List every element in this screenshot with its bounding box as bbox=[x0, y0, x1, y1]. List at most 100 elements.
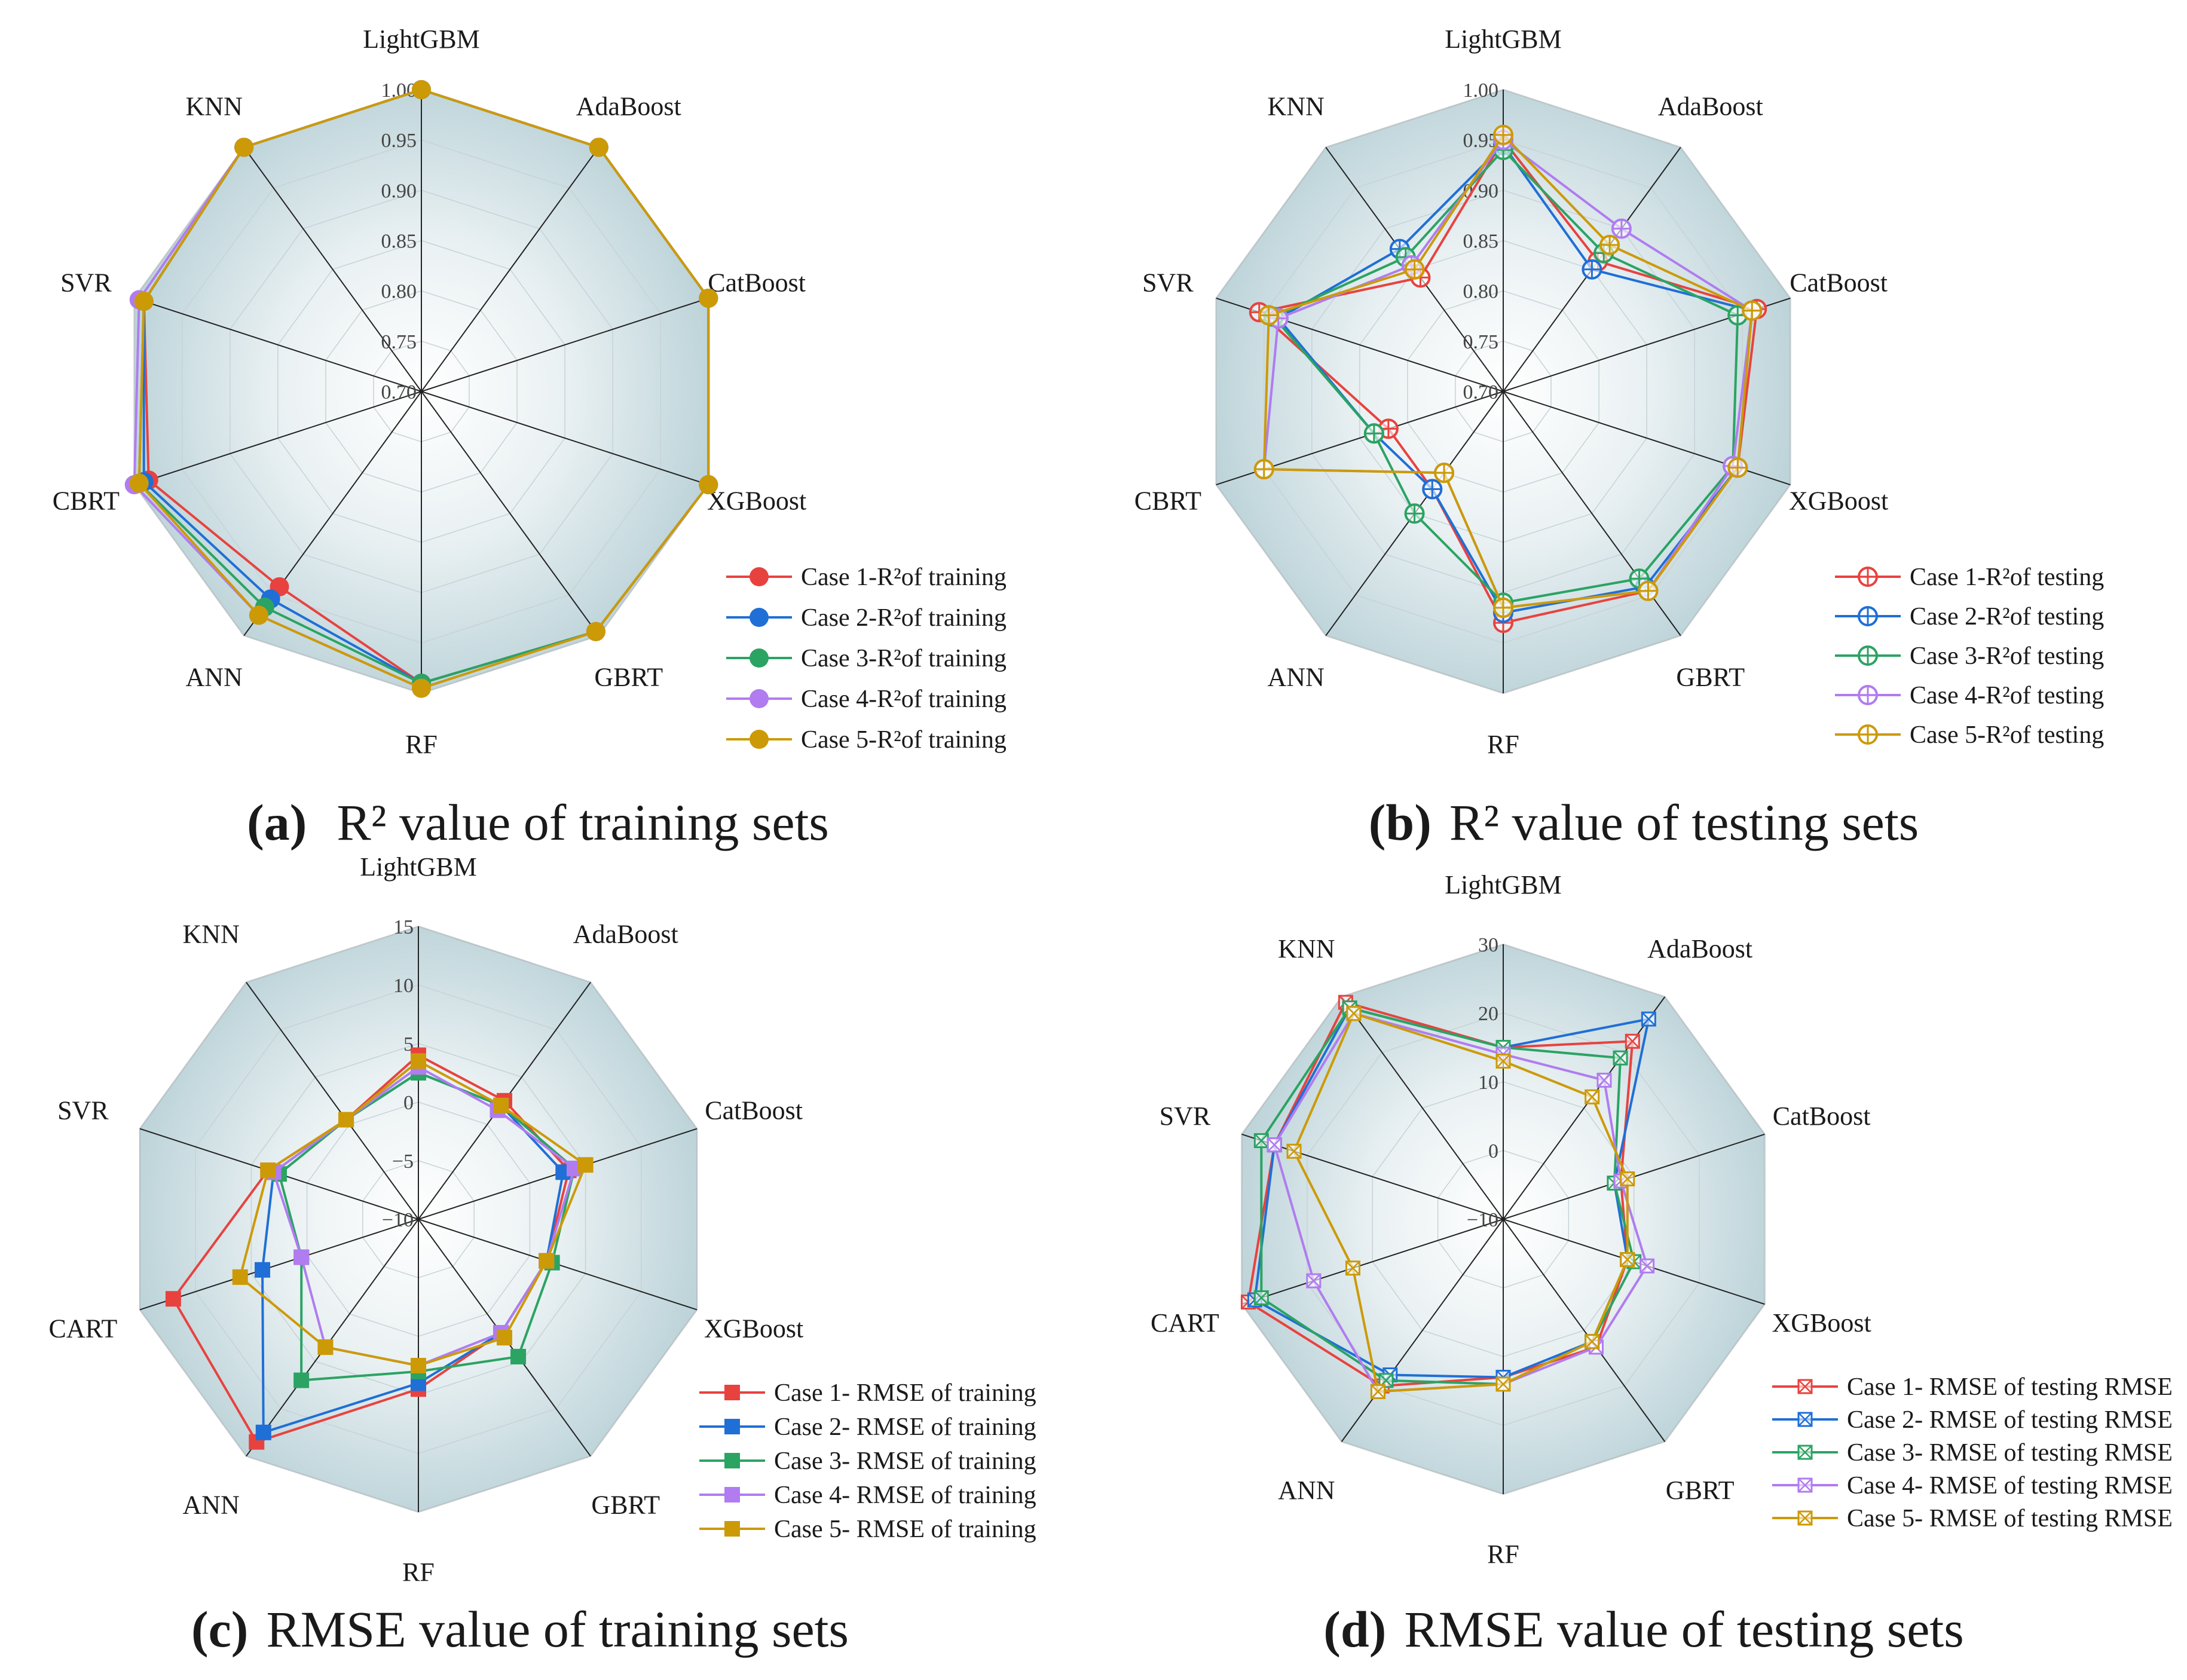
legend-marker bbox=[724, 1453, 740, 1468]
data-point bbox=[412, 80, 431, 99]
legend-item-case-5: Case 5- RMSE of training bbox=[699, 1516, 1036, 1543]
axis-label-catboost: CatBoost bbox=[708, 268, 806, 298]
data-point bbox=[1363, 423, 1384, 444]
data-point bbox=[510, 1348, 527, 1364]
data-point bbox=[1286, 1143, 1302, 1159]
spoke-a-9 bbox=[243, 146, 422, 392]
legend-label: Case 5- RMSE of testing RMSE bbox=[1847, 1505, 2173, 1532]
axis-label-adaboost: AdaBoost bbox=[573, 920, 678, 949]
legend-item-case-1: Case 1- RMSE of training bbox=[699, 1379, 1036, 1407]
axis-label-xgboost: XGBoost bbox=[704, 1314, 803, 1343]
axis-label-ann: ANN bbox=[186, 662, 243, 691]
tick-label: 0.75 bbox=[381, 331, 417, 353]
tick-label: 1.00 bbox=[381, 79, 417, 102]
data-point bbox=[338, 1112, 354, 1128]
caption-text-d: RMSE value of testing sets bbox=[1404, 1601, 1963, 1658]
spoke-a-4 bbox=[421, 391, 599, 636]
data-point bbox=[411, 1053, 426, 1069]
radar-plot-a: 0.70 0.75 0.80 0.85 0.90 0.95 1.00 LightGBM AdaB… bbox=[53, 25, 807, 759]
legend-marker bbox=[724, 1419, 740, 1434]
spoke-a-7 bbox=[134, 391, 422, 486]
caption-a: (a) R² value of training sets bbox=[247, 794, 829, 851]
radar-panel-b: 0.700.750.800.850.900.951.00LightGBMAdaB… bbox=[1134, 25, 2104, 851]
axis-label-gbrt: GBRT bbox=[594, 662, 663, 691]
legend-item-case-1: Case 1- RMSE of testing RMSE bbox=[1772, 1373, 2173, 1401]
legend-marker bbox=[750, 608, 769, 627]
data-point bbox=[1596, 1072, 1612, 1088]
axis-label-ann: ANN bbox=[1278, 1476, 1335, 1505]
legend-item-case-4: Case 4-R²of testing bbox=[1835, 682, 2104, 709]
data-point bbox=[1620, 1252, 1635, 1268]
data-point bbox=[493, 1097, 509, 1113]
caption-b: (b) R² value of testing sets bbox=[1369, 794, 1919, 851]
data-point bbox=[1641, 1011, 1656, 1027]
spoke-a-1 bbox=[421, 146, 599, 392]
legend-item-case-2: Case 2- RMSE of testing RMSE bbox=[1772, 1406, 2173, 1434]
series-c-case-5 bbox=[232, 1053, 594, 1373]
data-point bbox=[1625, 1033, 1640, 1049]
axis-label-knn: KNN bbox=[183, 920, 240, 949]
axis-label-rf: RF bbox=[405, 730, 438, 759]
axis-label-cbrt: CBRT bbox=[53, 486, 120, 515]
legend-marker bbox=[1858, 645, 1878, 666]
data-point bbox=[1404, 503, 1425, 524]
caption-text-c: RMSE value of training sets bbox=[266, 1601, 849, 1658]
legend-label: Case 3-R²of training bbox=[801, 645, 1007, 672]
axis-label-gbrt: GBRT bbox=[1676, 662, 1745, 691]
data-point bbox=[1640, 1258, 1655, 1274]
legend-marker bbox=[1858, 685, 1878, 705]
data-point bbox=[577, 1157, 594, 1173]
radar-panel-a: 0.70 0.75 0.80 0.85 0.90 0.95 1.00 LightGBM AdaB… bbox=[53, 25, 1007, 851]
legend-label: Case 4-R²of testing bbox=[1910, 682, 2104, 709]
axis-label-catboost: CatBoost bbox=[1790, 268, 1888, 298]
legend-label: Case 5- RMSE of training bbox=[774, 1516, 1036, 1543]
axis-label-xgboost: XGBoost bbox=[707, 486, 806, 515]
data-point bbox=[1493, 597, 1513, 618]
data-point bbox=[539, 1253, 555, 1269]
legend-label: Case 4- RMSE of training bbox=[774, 1482, 1036, 1509]
axis-label-svr: SVR bbox=[60, 268, 112, 298]
legend-item-case-5: Case 5-R²of training bbox=[726, 726, 1007, 754]
legend-marker bbox=[750, 730, 769, 749]
tick-label: −10 bbox=[382, 1209, 414, 1231]
axis-label-lightgbm: LightGBM bbox=[363, 25, 480, 54]
radar-panel-d: −10 0 10 20 30 LightGBM AdaBoost CatBoost XGBoos… bbox=[1151, 870, 2173, 1658]
legend-marker bbox=[750, 567, 769, 586]
legend-marker bbox=[1797, 1379, 1813, 1394]
data-point bbox=[1267, 1137, 1282, 1153]
legend-label: Case 2- RMSE of testing RMSE bbox=[1847, 1406, 2173, 1434]
axis-label-catboost: CatBoost bbox=[705, 1096, 803, 1125]
legend-item-case-2: Case 2-R²of testing bbox=[1835, 603, 2104, 631]
legend-label: Case 3- RMSE of testing RMSE bbox=[1847, 1439, 2173, 1467]
legend-label: Case 4-R²of training bbox=[801, 686, 1007, 713]
legend-marker bbox=[1797, 1477, 1813, 1493]
data-point bbox=[293, 1372, 310, 1388]
data-point bbox=[1585, 1334, 1600, 1349]
data-point bbox=[1306, 1273, 1322, 1289]
axis-label-cart: CART bbox=[1151, 1308, 1219, 1338]
data-point bbox=[1253, 459, 1274, 480]
data-point bbox=[699, 475, 718, 495]
legend-marker bbox=[1797, 1510, 1813, 1526]
data-point bbox=[1253, 1290, 1269, 1305]
legend-marker bbox=[724, 1487, 740, 1502]
axis-label-svr: SVR bbox=[57, 1096, 109, 1125]
legend-item-case-5: Case 5-R²of testing bbox=[1835, 721, 2104, 749]
tick-label: 0.85 bbox=[1463, 231, 1499, 253]
axis-label-knn: KNN bbox=[1278, 934, 1335, 963]
legend-item-case-1: Case 1-R²of testing bbox=[1835, 564, 2104, 591]
tick-label: 30 bbox=[1478, 934, 1498, 956]
spoke-d-4 bbox=[1503, 1219, 1666, 1442]
axis-label-xgboost: XGBoost bbox=[1789, 486, 1888, 515]
data-point bbox=[1495, 1054, 1511, 1069]
legend-item-case-3: Case 3-R²of testing bbox=[1835, 642, 2104, 670]
data-point bbox=[1434, 463, 1455, 484]
axis-label-adaboost: AdaBoost bbox=[1647, 934, 1752, 963]
tick-label: −10 bbox=[1467, 1209, 1498, 1231]
panel-label-a: (a) bbox=[247, 794, 307, 851]
data-point bbox=[255, 1424, 271, 1440]
data-point bbox=[1611, 218, 1632, 239]
tick-label: 0.75 bbox=[1463, 331, 1499, 353]
legend-marker bbox=[1797, 1445, 1813, 1460]
